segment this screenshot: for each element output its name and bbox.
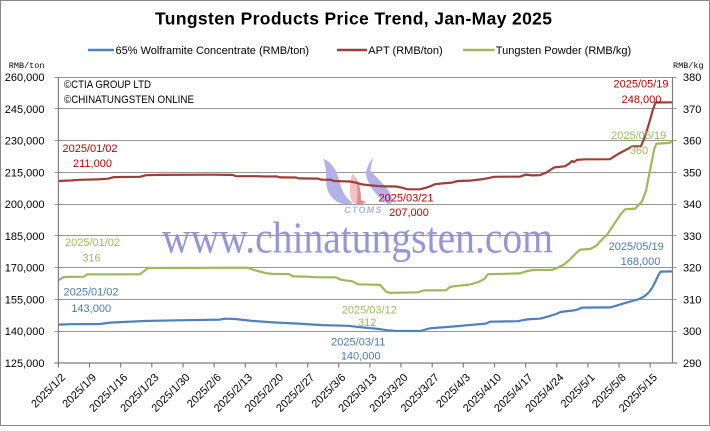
svg-text:APT (RMB/ton): APT (RMB/ton) xyxy=(368,45,442,57)
svg-text:316: 316 xyxy=(82,253,100,265)
svg-text:Tungsten Products Price Trend,: Tungsten Products Price Trend, Jan-May 2… xyxy=(155,9,552,29)
svg-text:200,000: 200,000 xyxy=(5,199,45,211)
svg-text:310: 310 xyxy=(683,294,701,306)
svg-text:CTOMS: CTOMS xyxy=(344,205,383,215)
svg-text:170,000: 170,000 xyxy=(5,263,45,275)
svg-text:©CTIA GROUP LTD: ©CTIA GROUP LTD xyxy=(64,79,151,91)
svg-text:143,000: 143,000 xyxy=(71,303,111,315)
svg-text:300: 300 xyxy=(683,326,701,338)
svg-text:260,000: 260,000 xyxy=(5,72,45,84)
svg-text:2025/05/19: 2025/05/19 xyxy=(609,241,664,253)
svg-text:2025/03/21: 2025/03/21 xyxy=(378,193,433,205)
svg-text:2025/01/02: 2025/01/02 xyxy=(63,287,118,299)
svg-text:211,000: 211,000 xyxy=(73,158,112,170)
svg-text:140,000: 140,000 xyxy=(341,351,381,363)
svg-text:380: 380 xyxy=(683,72,701,84)
svg-text:RMB/kg: RMB/kg xyxy=(673,61,704,71)
svg-text:248,000: 248,000 xyxy=(622,94,662,106)
svg-text:185,000: 185,000 xyxy=(5,231,45,243)
svg-text:312: 312 xyxy=(358,317,376,329)
svg-text:320: 320 xyxy=(683,263,701,275)
svg-text:www.chinatungsten.com: www.chinatungsten.com xyxy=(162,214,553,263)
svg-text:350: 350 xyxy=(683,167,701,179)
svg-text:215,000: 215,000 xyxy=(5,167,45,179)
svg-text:2025/05/19: 2025/05/19 xyxy=(611,130,666,142)
svg-text:Tungsten Powder (RMB/kg): Tungsten Powder (RMB/kg) xyxy=(496,45,631,57)
svg-text:125,000: 125,000 xyxy=(5,358,45,370)
svg-text:2025/05/19: 2025/05/19 xyxy=(613,79,668,91)
svg-text:155,000: 155,000 xyxy=(5,294,45,306)
svg-text:330: 330 xyxy=(683,231,701,243)
svg-text:2025/01/02: 2025/01/02 xyxy=(65,237,120,249)
svg-text:140,000: 140,000 xyxy=(5,326,45,338)
svg-text:230,000: 230,000 xyxy=(5,136,45,148)
svg-text:2025/01/02: 2025/01/02 xyxy=(62,143,117,155)
svg-text:2025/03/12: 2025/03/12 xyxy=(342,305,397,317)
svg-text:370: 370 xyxy=(683,104,701,116)
svg-text:65% Wolframite Concentrate (RM: 65% Wolframite Concentrate (RMB/ton) xyxy=(116,45,310,57)
svg-text:207,000: 207,000 xyxy=(389,207,429,219)
svg-text:245,000: 245,000 xyxy=(5,104,45,116)
svg-text:340: 340 xyxy=(683,199,701,211)
svg-text:360: 360 xyxy=(630,145,648,157)
svg-text:290: 290 xyxy=(683,358,701,370)
svg-text:©CHINATUNGSTEN ONLINE: ©CHINATUNGSTEN ONLINE xyxy=(64,94,194,106)
svg-text:360: 360 xyxy=(683,136,701,148)
svg-text:2025/03/11: 2025/03/11 xyxy=(331,336,385,348)
svg-text:168,000: 168,000 xyxy=(621,256,661,268)
svg-text:RMB/ton: RMB/ton xyxy=(9,61,45,71)
